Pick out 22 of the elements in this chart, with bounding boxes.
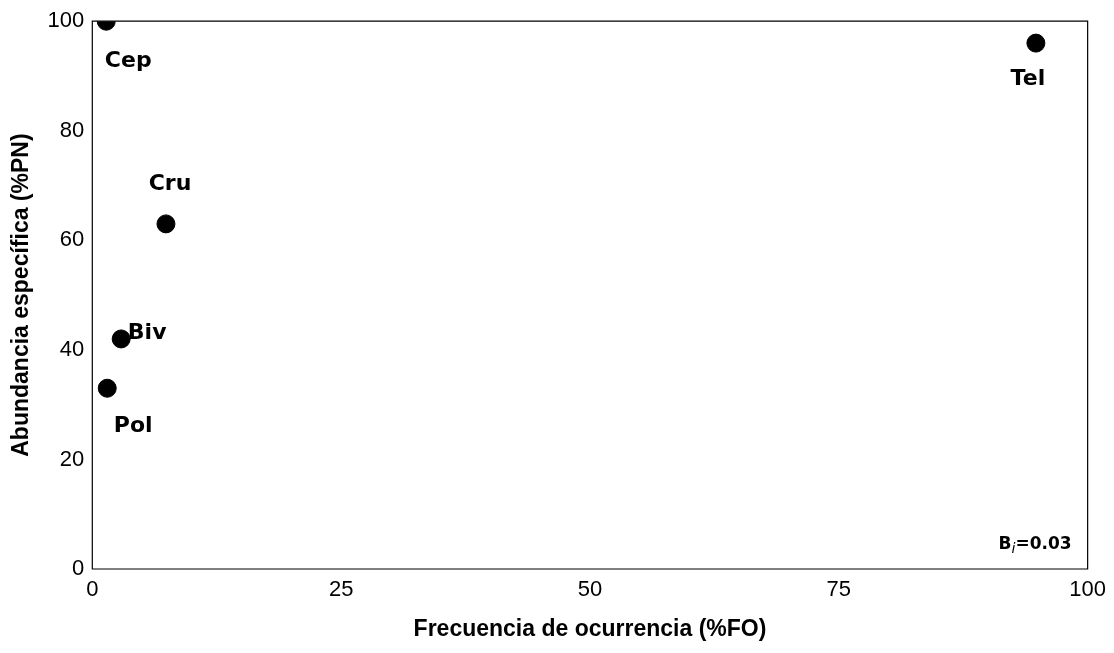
x-tick-label: 50: [577, 576, 603, 602]
x-tick-label: 100: [1069, 576, 1107, 602]
point: [111, 329, 131, 349]
point: [97, 378, 117, 398]
point: [156, 214, 176, 234]
y-tick-label: 80: [59, 116, 85, 142]
y-tick-label: 0: [72, 555, 85, 581]
y-axis-title: Abundancia específica (%PN): [7, 133, 34, 457]
annotation: Tel: [1010, 64, 1046, 90]
point: [1026, 33, 1046, 53]
x-axis-title: Frecuencia de ocurrencia (%FO): [413, 614, 767, 641]
x-tick-label: 75: [826, 576, 852, 602]
x-tick-label: 25: [328, 576, 354, 602]
annotation: Cep: [104, 46, 152, 72]
y-tick-label: 60: [59, 226, 85, 252]
annotation: Pol: [113, 411, 153, 437]
y-tick-label: 100: [47, 7, 85, 33]
y-tick-label: 40: [59, 335, 85, 361]
y-tick-label: 20: [59, 445, 85, 471]
annotation: B$_{i}$=0.03: [998, 533, 1072, 557]
annotation: Cru: [148, 169, 192, 195]
annotation: Biv: [127, 318, 168, 344]
